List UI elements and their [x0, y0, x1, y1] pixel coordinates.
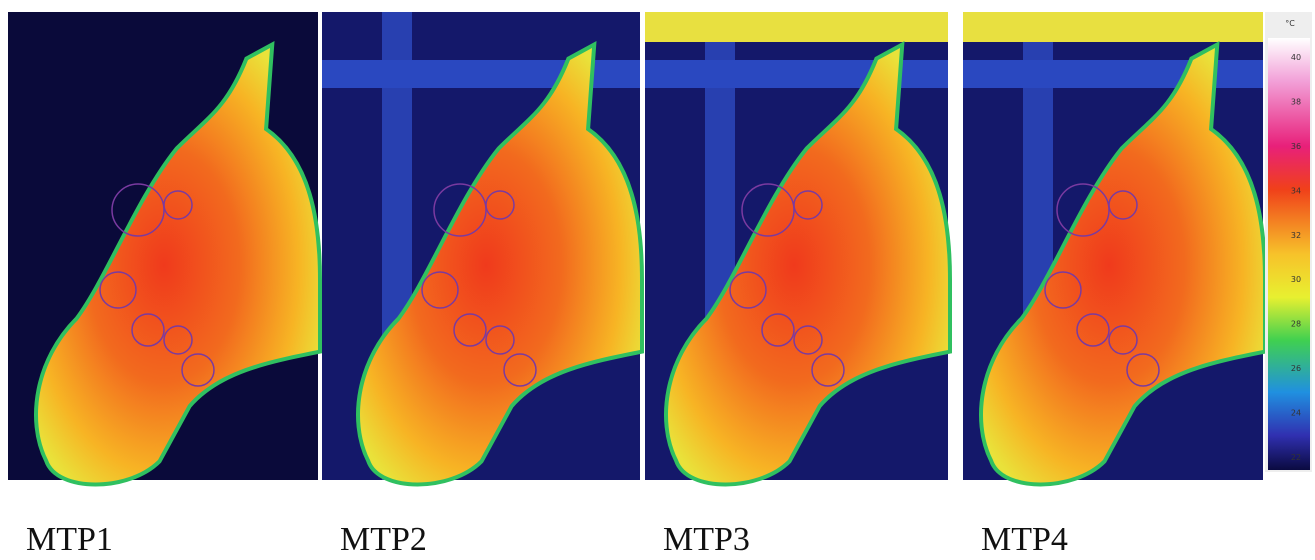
scale-tick-label: 36: [1291, 142, 1301, 151]
thermal-panel: MTP1: [8, 12, 318, 558]
background-hot-strip: [963, 12, 1263, 42]
thermal-panel: MTP4: [963, 12, 1263, 558]
thermal-panel: MTP2: [322, 12, 640, 558]
figure: MTP1 MTP2 MTP3 MTP4 °C 40 38 36 34 32 30 28 26 24 22: [0, 0, 1315, 560]
background-beam: [963, 60, 1263, 88]
scale-bar: [1268, 38, 1310, 470]
thermal-panel: MTP3: [645, 12, 948, 558]
panel-caption: MTP3: [663, 521, 750, 558]
background-hot-strip: [645, 12, 948, 42]
scale-tick-label: 40: [1291, 53, 1301, 62]
scale-tick-label: 38: [1291, 97, 1301, 106]
panel-caption: MTP4: [981, 521, 1068, 558]
scale-tick-label: 34: [1291, 186, 1301, 195]
scale-tick-label: 30: [1291, 275, 1301, 284]
panel-caption: MTP2: [340, 521, 427, 558]
panels: MTP1 MTP2 MTP3 MTP4: [8, 12, 1263, 558]
scale-tick-label: 22: [1291, 453, 1301, 462]
scale-unit: °C: [1285, 19, 1295, 28]
panel-caption: MTP1: [26, 521, 113, 558]
scale-tick-label: 32: [1291, 231, 1301, 240]
color-scale: °C 40 38 36 34 32 30 28 26 24 22: [1265, 12, 1312, 472]
scale-tick-label: 28: [1291, 320, 1301, 329]
scale-tick-label: 26: [1291, 364, 1301, 373]
scale-tick-label: 24: [1291, 409, 1301, 418]
